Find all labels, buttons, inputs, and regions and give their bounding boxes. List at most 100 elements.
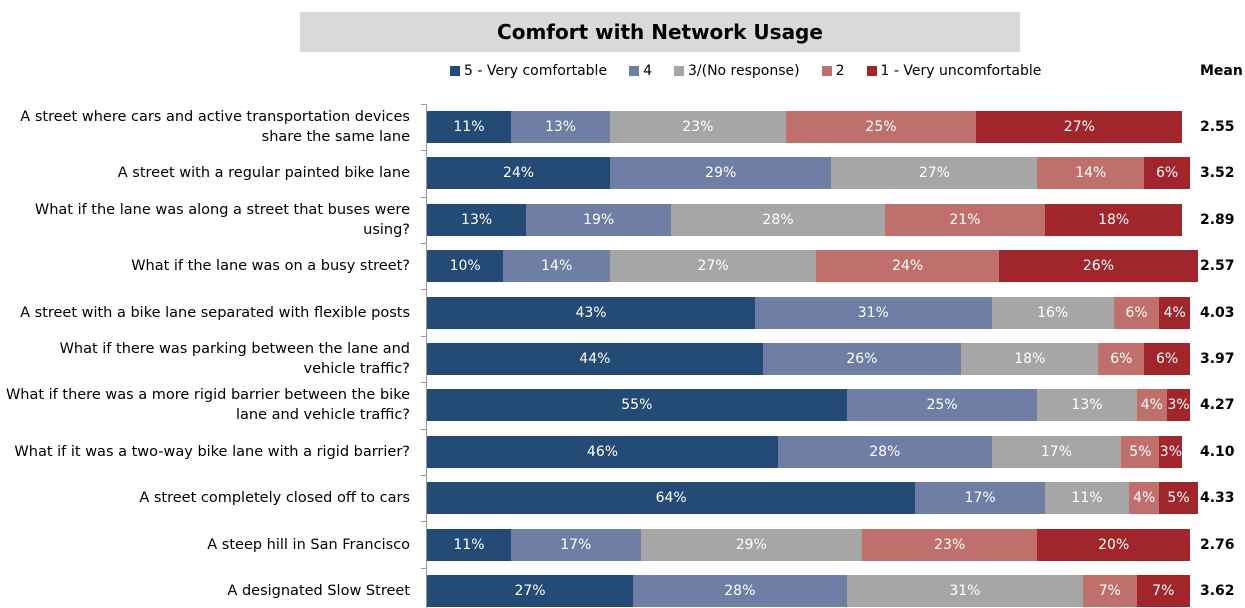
bar-segment: 10% xyxy=(427,250,504,283)
data-label: 4% xyxy=(1140,397,1163,414)
data-label: 3% xyxy=(1167,397,1190,414)
data-label: 7% xyxy=(1098,583,1121,599)
legend-label: 5 - Very comfortable xyxy=(464,63,608,79)
legend-swatch xyxy=(866,66,877,76)
data-label: 31% xyxy=(857,304,889,321)
bar-segment: 24% xyxy=(816,250,1000,283)
data-label: 31% xyxy=(949,583,981,599)
bar-segment: 25% xyxy=(846,389,1038,422)
data-label: 6% xyxy=(1110,351,1133,367)
data-label: 64% xyxy=(655,490,687,507)
bar-segment: 29% xyxy=(610,157,832,190)
bar-segment: 14% xyxy=(503,250,611,283)
category-label: What if the lane was along a street that… xyxy=(34,201,410,238)
axis-line xyxy=(426,104,427,608)
data-label: 28% xyxy=(869,443,901,460)
bar-segment: 21% xyxy=(884,203,1046,236)
data-label: 25% xyxy=(926,397,958,414)
legend-item: 4 xyxy=(629,63,652,79)
data-label: 26% xyxy=(846,351,878,367)
data-label: 3% xyxy=(1159,443,1183,460)
data-label: 16% xyxy=(1037,304,1069,321)
bar-segment: 24% xyxy=(427,157,611,190)
data-label: 25% xyxy=(865,119,897,135)
bar-segment: 17% xyxy=(915,482,1046,515)
data-label: 13% xyxy=(1071,397,1103,414)
legend: 5 - Very comfortable 4 3/(No response) 2 1 -… xyxy=(450,61,1041,81)
data-label: 24% xyxy=(502,165,535,182)
data-label: 18% xyxy=(1014,351,1046,367)
category-label: A street where cars and active transport… xyxy=(20,109,410,145)
legend-swatch xyxy=(673,66,684,76)
legend-label: 2 xyxy=(835,63,845,79)
data-label: 29% xyxy=(705,165,737,182)
data-label: 14% xyxy=(1075,165,1107,182)
legend-item: 5 - Very comfortable xyxy=(450,63,607,79)
bar-segment: 6% xyxy=(1144,343,1190,375)
data-label: 4% xyxy=(1133,490,1156,507)
data-label: 24% xyxy=(892,258,924,275)
bar-segment: 46% xyxy=(427,435,778,468)
bar-segment: 31% xyxy=(755,296,992,329)
bar-segment: 14% xyxy=(1037,157,1145,190)
data-label: 4% xyxy=(1163,304,1186,321)
bar-segment: 44% xyxy=(427,343,763,375)
legend-swatch xyxy=(629,66,640,76)
mean-value: 2.89 xyxy=(1200,211,1235,228)
bar-segment: 28% xyxy=(777,435,992,468)
bar-segment: 19% xyxy=(526,203,672,236)
axis-tick xyxy=(421,475,426,476)
data-label: 13% xyxy=(544,119,577,135)
bar-segment: 26% xyxy=(762,343,962,375)
mean-header: Mean xyxy=(1200,63,1243,79)
data-label: 23% xyxy=(934,536,966,553)
bar-segment: 55% xyxy=(427,389,847,422)
axis-tick xyxy=(421,289,426,291)
data-label: 27% xyxy=(1063,119,1095,135)
data-label: 27% xyxy=(697,258,729,275)
axis-tick xyxy=(421,196,426,198)
category-label: What if there was parking between the la… xyxy=(59,341,410,377)
bar-segment: 7% xyxy=(1083,575,1137,607)
category-label: A street completely closed off to cars xyxy=(139,490,410,507)
mean-value: 4.10 xyxy=(1200,443,1235,460)
data-label: 21% xyxy=(949,211,981,228)
bar-segment: 11% xyxy=(1045,482,1129,515)
axis-tick xyxy=(421,521,426,523)
axis-tick xyxy=(421,382,426,384)
data-label: 6% xyxy=(1155,165,1179,182)
data-label: 28% xyxy=(762,211,794,228)
bar-segment: 20% xyxy=(1037,528,1190,561)
legend-item: 1 - Very uncomfortable xyxy=(866,63,1041,79)
data-label: 7% xyxy=(1152,583,1175,599)
axis-tick xyxy=(421,428,426,430)
bar-segment: 5% xyxy=(1121,435,1160,468)
mean-value: 4.03 xyxy=(1200,304,1235,321)
category-label: A street with a regular painted bike lan… xyxy=(117,165,410,182)
bar-segment: 26% xyxy=(999,250,1198,283)
data-label: 11% xyxy=(453,536,485,553)
data-label: 13% xyxy=(461,211,493,228)
bar-segment: 23% xyxy=(861,528,1038,561)
data-label: 6% xyxy=(1125,304,1148,321)
data-label: 17% xyxy=(964,490,996,507)
data-label: 28% xyxy=(724,583,756,599)
bar-segment: 27% xyxy=(831,157,1038,190)
legend-item: 2 xyxy=(821,63,845,79)
data-label: 46% xyxy=(586,443,619,460)
legend-item: 3/(No response) xyxy=(673,63,800,79)
bar-segment: 25% xyxy=(785,111,977,143)
category-label: A designated Slow Street xyxy=(227,583,410,599)
bar-segment: 5% xyxy=(1159,482,1198,515)
axis-tick xyxy=(421,567,426,569)
bar-segment: 28% xyxy=(633,575,847,607)
data-label: 26% xyxy=(1082,258,1114,275)
mean-value: 3.97 xyxy=(1200,351,1235,367)
category-label: A street with a bike lane separated with… xyxy=(20,304,410,321)
data-label: 10% xyxy=(449,258,481,275)
bar-segment: 11% xyxy=(427,111,511,143)
bar-segment: 27% xyxy=(610,250,817,283)
axis-tick xyxy=(421,103,426,105)
category-label: What if there was a more rigid barrier b… xyxy=(5,387,410,424)
